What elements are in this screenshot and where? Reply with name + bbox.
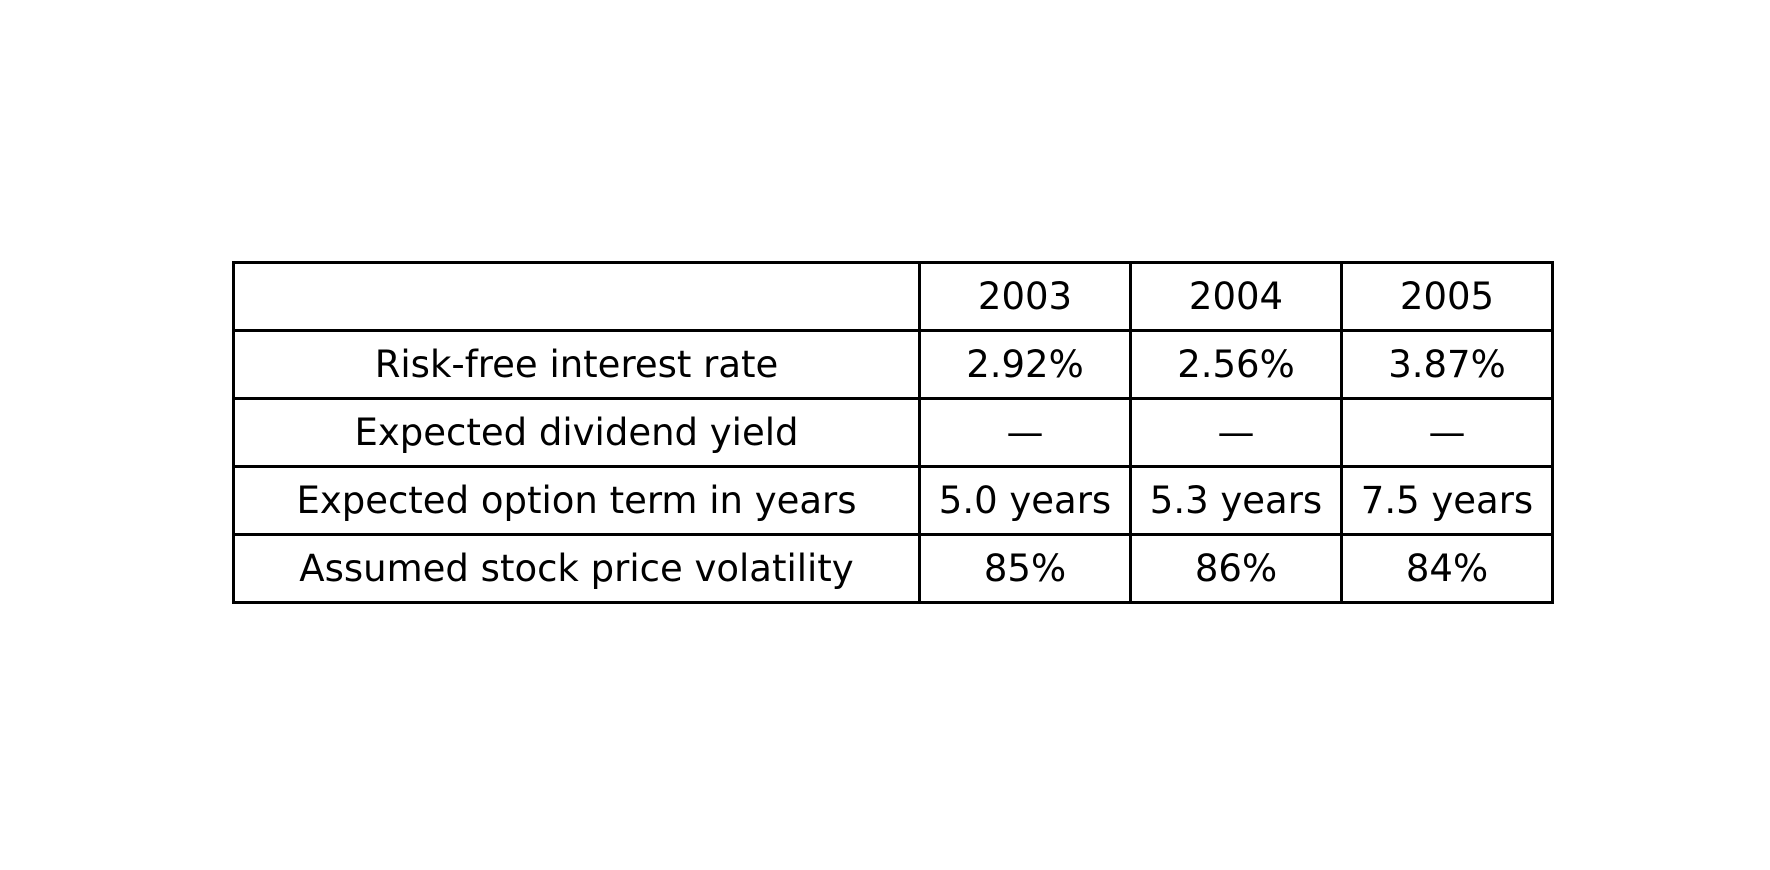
- table-cell: 5.0 years: [918, 465, 1132, 536]
- table-cell: 2.56%: [1129, 329, 1343, 400]
- table-row: Risk-free interest rate 2.92% 2.56% 3.87…: [232, 329, 1554, 400]
- table-cell: 84%: [1340, 533, 1554, 604]
- table-cell: 2.92%: [918, 329, 1132, 400]
- row-label: Expected option term in years: [232, 465, 921, 536]
- row-label: Assumed stock price volatility: [232, 533, 921, 604]
- table-cell: —: [1340, 397, 1554, 468]
- table-cell: —: [918, 397, 1132, 468]
- row-label: Expected dividend yield: [232, 397, 921, 468]
- assumptions-table: 2003 2004 2005 Risk-free interest rate 2…: [232, 261, 1554, 604]
- header-cell-empty: [232, 261, 921, 332]
- header-cell-year: 2005: [1340, 261, 1554, 332]
- table-row: Expected option term in years 5.0 years …: [232, 465, 1554, 536]
- row-label: Risk-free interest rate: [232, 329, 921, 400]
- table-row: Expected dividend yield — — —: [232, 397, 1554, 468]
- header-cell-year: 2003: [918, 261, 1132, 332]
- table-cell: 3.87%: [1340, 329, 1554, 400]
- table-row: Assumed stock price volatility 85% 86% 8…: [232, 533, 1554, 604]
- table-cell: 7.5 years: [1340, 465, 1554, 536]
- header-row: 2003 2004 2005: [232, 261, 1554, 332]
- table-cell: 86%: [1129, 533, 1343, 604]
- header-cell-year: 2004: [1129, 261, 1343, 332]
- table-cell: 85%: [918, 533, 1132, 604]
- assumptions-table-container: 2003 2004 2005 Risk-free interest rate 2…: [232, 261, 1554, 604]
- table-cell: 5.3 years: [1129, 465, 1343, 536]
- table-cell: —: [1129, 397, 1343, 468]
